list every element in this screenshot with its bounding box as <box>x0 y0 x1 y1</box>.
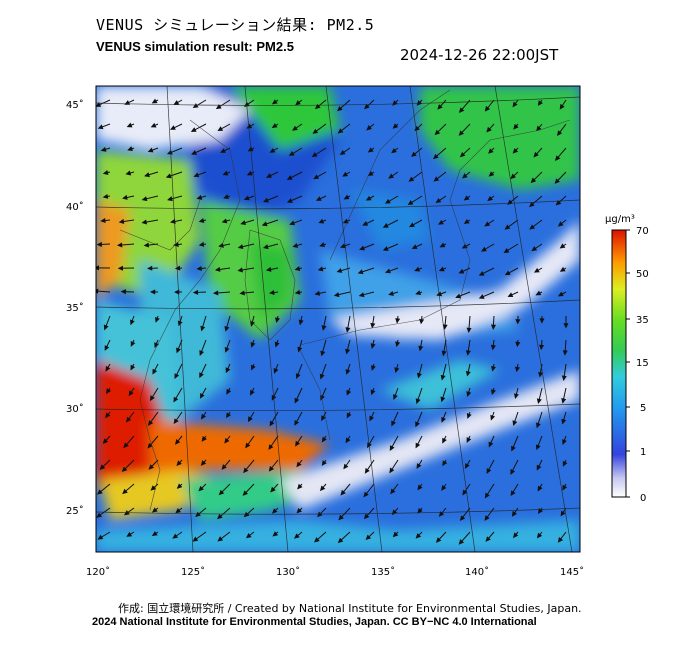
credit-text: 作成: 国立環境研究所 / Created by National Instit… <box>118 600 582 616</box>
lon-label-145: 145˚ <box>560 566 584 578</box>
lat-label-25: 25˚ <box>66 505 84 517</box>
map-field <box>94 86 580 552</box>
lon-label-120: 120˚ <box>86 566 110 578</box>
colorbar-tick-15: 15 <box>636 358 649 369</box>
colorbar-tick-0: 0 <box>640 493 646 504</box>
lon-label-130: 130˚ <box>276 566 300 578</box>
lat-label-30: 30˚ <box>66 403 84 415</box>
copyright-text: 2024 National Institute for Environmenta… <box>92 616 537 628</box>
colorbar-unit: μg/m³ <box>605 214 635 225</box>
colorbar-tick-1: 1 <box>640 447 646 458</box>
colorbar-gradient <box>612 230 626 497</box>
lat-label-40: 40˚ <box>66 201 84 213</box>
colorbar-tick-50: 50 <box>636 269 649 280</box>
wind-arrow-head <box>95 266 99 270</box>
lon-label-140: 140˚ <box>465 566 489 578</box>
colorbar-tick-35: 35 <box>636 315 649 326</box>
lon-label-135: 135˚ <box>371 566 395 578</box>
colorbar-tick-5: 5 <box>640 403 646 414</box>
colorbar: μg/m³ 70 50 35 15 5 1 0 <box>605 214 649 504</box>
longitude-labels: 120˚ 125˚ 130˚ 135˚ 140˚ 145˚ <box>86 566 584 578</box>
lat-label-45: 45˚ <box>66 99 84 111</box>
colorbar-tick-70: 70 <box>636 226 649 237</box>
lon-label-125: 125˚ <box>181 566 205 578</box>
lat-label-35: 35˚ <box>66 302 84 314</box>
latitude-labels: 45˚ 40˚ 35˚ 30˚ 25˚ <box>66 99 84 517</box>
